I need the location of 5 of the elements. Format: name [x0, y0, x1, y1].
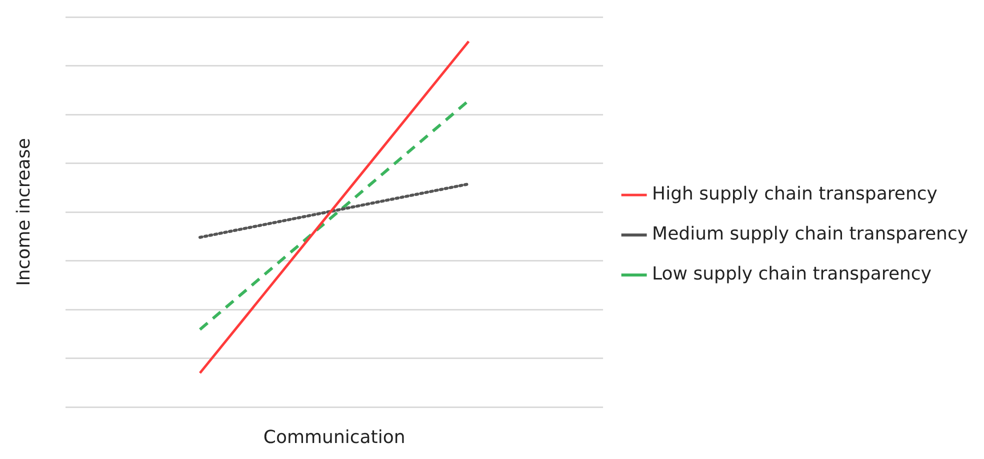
x-axis-title: Communication: [263, 426, 406, 448]
y-axis-title: Income increase: [13, 138, 34, 286]
legend-label: Low supply chain transparency: [652, 264, 932, 285]
legend-label: Medium supply chain transparency: [652, 224, 968, 245]
legend-label: High supply chain transparency: [652, 184, 938, 205]
